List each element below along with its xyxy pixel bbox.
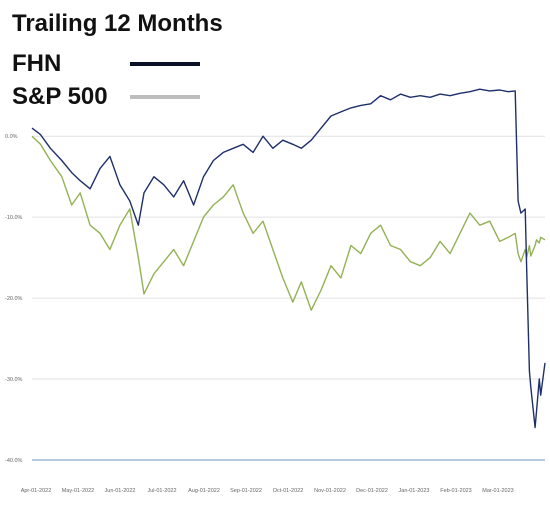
legend-label-fhn: FHN (12, 50, 62, 77)
x-tick-label: Nov-01-2022 (314, 488, 346, 494)
y-tick-label: -10.0% (5, 215, 23, 221)
legend-label-sp500: S&P 500 (12, 83, 108, 110)
legend-swatch-sp500 (130, 95, 200, 99)
series-line-sp500 (31, 135, 546, 311)
x-tick-label: Mar-01-2023 (482, 488, 514, 494)
x-axis-tick-labels: Apr-01-2022 May-01-2022 Jun-01-2022 Jul-01-… (21, 488, 514, 494)
x-tick-label: May-01-2022 (62, 488, 94, 494)
x-tick-label: Apr-01-2022 (21, 488, 52, 494)
y-tick-label: -30.0% (5, 377, 23, 383)
x-tick-label: Dec-01-2022 (356, 488, 388, 494)
x-tick-label: Jan-01-2023 (399, 488, 430, 494)
legend-item-sp500: S&P 500 (12, 83, 200, 111)
y-tick-label: -40.0% (5, 458, 23, 464)
legend-swatch-fhn (130, 62, 200, 66)
legend-item-fhn: FHN (12, 50, 200, 78)
x-tick-label: Aug-01-2022 (188, 488, 220, 494)
y-axis-tick-labels: 0.0% -10.0% -20.0% -30.0% -40.0% (5, 134, 23, 464)
y-tick-label: 0.0% (5, 134, 18, 140)
series-lines (31, 88, 546, 429)
gridlines (32, 135, 545, 461)
y-tick-label: -20.0% (5, 296, 23, 302)
x-tick-label: Jul-01-2022 (147, 488, 176, 494)
x-tick-label: Oct-01-2022 (273, 488, 304, 494)
series-line-fhn (31, 88, 546, 429)
chart-title: Trailing 12 Months (12, 10, 223, 37)
x-tick-label: Jun-01-2022 (105, 488, 136, 494)
x-tick-label: Sep-01-2022 (230, 488, 262, 494)
x-tick-label: Feb-01-2023 (440, 488, 472, 494)
